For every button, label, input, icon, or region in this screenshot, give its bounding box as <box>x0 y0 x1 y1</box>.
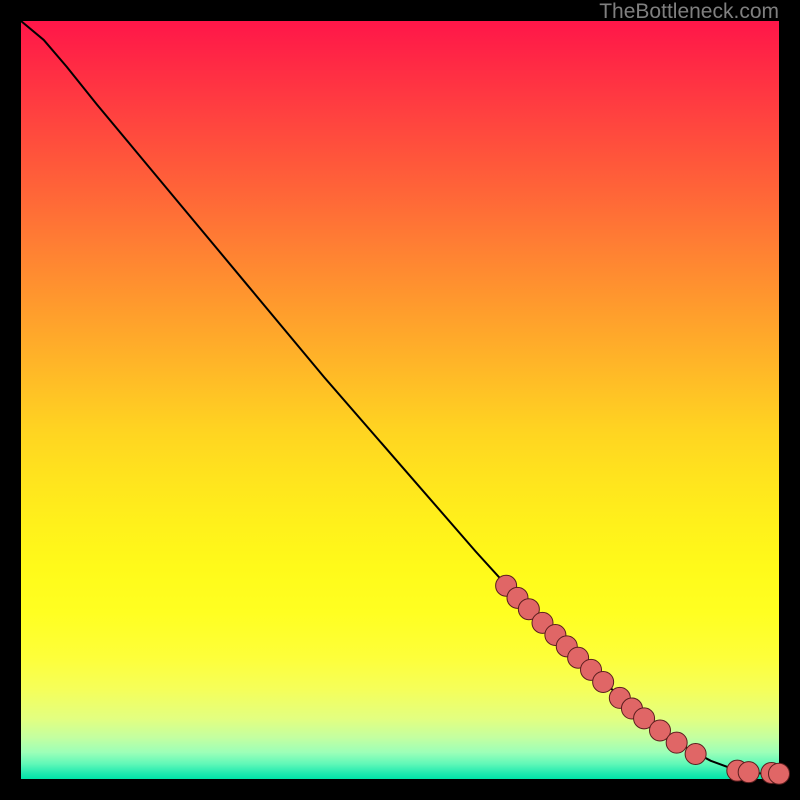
chart-root: TheBottleneck.com <box>0 0 800 800</box>
data-marker <box>666 732 687 753</box>
data-marker <box>685 743 706 764</box>
watermark-text: TheBottleneck.com <box>599 0 779 24</box>
data-marker <box>738 762 759 783</box>
plot-area-gradient-rect <box>21 21 779 779</box>
data-marker <box>593 671 614 692</box>
chart-svg <box>0 0 800 800</box>
data-marker <box>769 763 790 784</box>
